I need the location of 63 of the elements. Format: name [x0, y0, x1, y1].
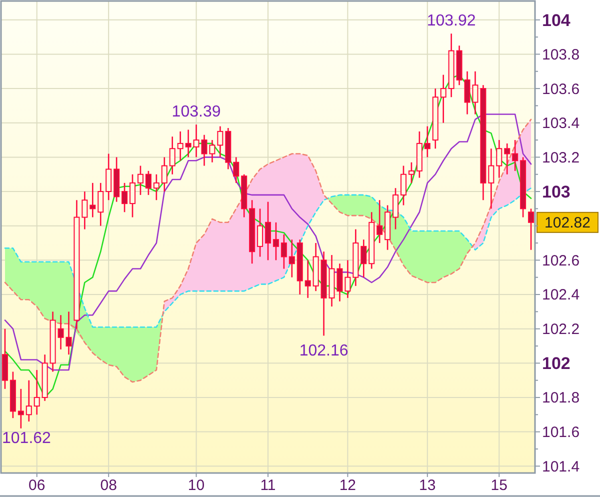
candlestick	[137, 165, 144, 196]
candlestick	[265, 201, 271, 261]
candlestick	[344, 260, 351, 299]
candlestick	[106, 153, 112, 201]
annotation: 103.39	[172, 104, 221, 121]
candlestick	[288, 238, 295, 278]
candlestick	[272, 222, 279, 261]
candlestick	[304, 260, 311, 299]
line-series	[4, 187, 532, 328]
annotation: 102.16	[299, 342, 348, 360]
candlestick	[153, 174, 160, 201]
y-tick-label: 101.8	[542, 390, 580, 407]
candlestick	[360, 238, 367, 278]
candlestick	[130, 174, 136, 218]
y-tick-label: 103.4	[542, 115, 580, 132]
candlestick	[209, 139, 216, 163]
candlestick	[440, 74, 446, 124]
candlestick	[145, 170, 152, 196]
y-tick-label: 103.8	[542, 46, 580, 64]
candlestick	[185, 129, 192, 158]
candlestick	[408, 162, 414, 184]
text: 102.82	[544, 214, 590, 232]
y-tick-label: 103.2	[542, 149, 580, 166]
y-tick-label: 101.6	[542, 424, 580, 442]
annotation: 101.62	[2, 430, 52, 447]
x-tick-label: 15	[490, 477, 508, 494]
y-tick-label: 102.2	[542, 321, 580, 338]
y-tick-label: 102	[542, 354, 570, 374]
candlestick	[376, 199, 383, 244]
y-tick-label: 101.4	[542, 458, 580, 476]
candlestick	[90, 182, 96, 218]
candlestick	[512, 139, 518, 172]
candlestick	[233, 156, 240, 184]
candlestick	[34, 369, 40, 416]
candlestick	[488, 148, 494, 210]
x-tick-label: 08	[100, 477, 117, 494]
y-tick-label: 102.4	[542, 286, 580, 304]
candlestick	[424, 126, 430, 158]
candlestick	[177, 130, 184, 162]
y-tick-label: 103.6	[542, 80, 580, 98]
candlestick	[161, 156, 168, 192]
candlestick	[280, 234, 287, 270]
candlestick	[18, 388, 24, 430]
y-tick-label: 104	[542, 10, 571, 30]
candlestick	[400, 165, 406, 206]
y-tick-label: 103	[542, 182, 570, 202]
annotation: 103.92	[426, 12, 476, 30]
x-tick-label: 06	[28, 477, 46, 494]
x-tick-label: 12	[339, 477, 356, 494]
candlestick	[257, 208, 264, 258]
x-tick-label: 11	[260, 477, 276, 494]
candlestick	[217, 126, 224, 158]
candlestick	[122, 182, 128, 213]
candlestick	[392, 187, 399, 230]
candlestick	[496, 139, 502, 178]
candlestick	[169, 136, 176, 176]
y-tick-label: 102.6	[542, 252, 580, 270]
x-tick-label: 10	[188, 477, 205, 494]
x-tick-label: 13	[419, 477, 436, 494]
candlestick	[82, 190, 88, 230]
candlestick	[504, 142, 510, 176]
candlestick	[26, 380, 32, 422]
candlestick	[98, 182, 104, 226]
